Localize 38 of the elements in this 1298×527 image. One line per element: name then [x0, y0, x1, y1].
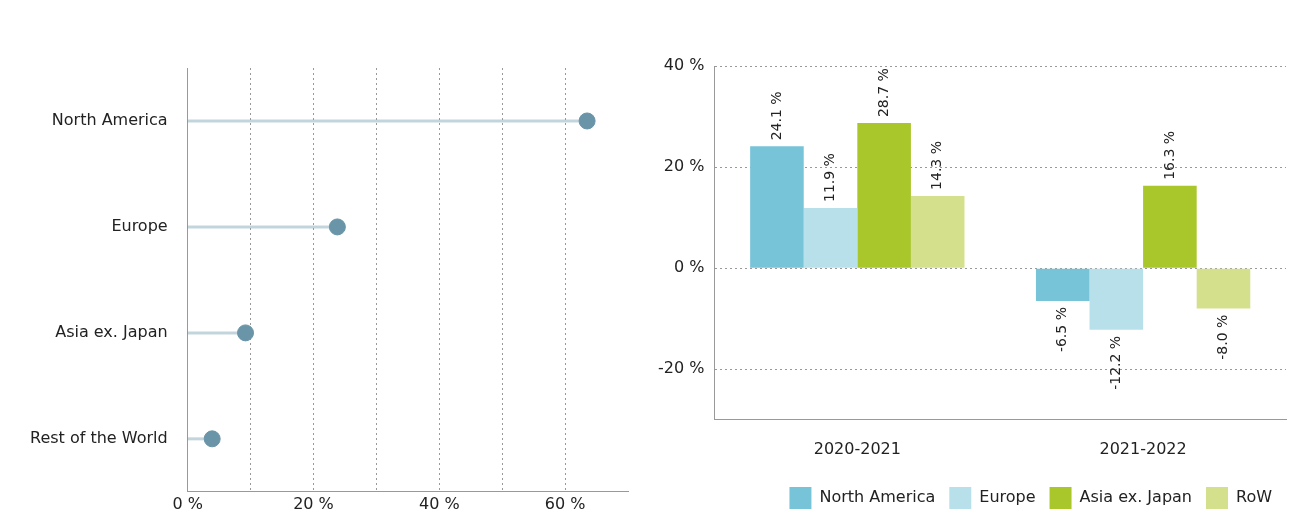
legend-label: North America: [819, 487, 936, 507]
data-label: -12.2 %: [1106, 335, 1123, 390]
bar: [1035, 268, 1090, 302]
y-tick-label: 20 %: [663, 156, 705, 176]
bar: [1089, 268, 1144, 330]
data-label: 28.7 %: [874, 68, 891, 118]
data-label: 16.3 %: [1160, 130, 1177, 180]
legend-label: Asia ex. Japan: [1079, 487, 1192, 507]
x-tick-label: 2020-2021: [813, 438, 901, 458]
bar: [1143, 185, 1197, 268]
bar: [1196, 268, 1251, 309]
point: [578, 112, 596, 130]
data-label: 11.9 %: [821, 153, 838, 203]
bar: [803, 208, 858, 268]
x-tick-label: 60 %: [544, 493, 586, 513]
point: [203, 430, 221, 448]
data-label: -8.0 %: [1214, 314, 1231, 360]
y-tick-label: North America: [51, 110, 168, 130]
x-tick-label: 40 %: [418, 493, 460, 513]
bar: [910, 195, 965, 268]
bar: [857, 123, 911, 268]
data-label: 24.1 %: [767, 91, 784, 141]
x-tick-label: 2021-2022: [1099, 438, 1187, 458]
y-tick-label: Rest of the World: [30, 427, 168, 447]
y-tick-label: Europe: [111, 216, 168, 236]
y-tick-label: Asia ex. Japan: [55, 322, 168, 342]
legend-label: RoW: [1235, 487, 1273, 507]
data-label: 14.3 %: [928, 140, 945, 190]
y-tick-label: 40 %: [663, 55, 705, 75]
point: [237, 324, 255, 342]
legend-label: Europe: [979, 487, 1036, 507]
x-tick-label: 0 %: [172, 493, 203, 513]
y-tick-label: -20 %: [658, 358, 705, 378]
data-label: -6.5 %: [1053, 307, 1070, 353]
y-tick-label: 0 %: [673, 257, 705, 277]
point: [328, 218, 346, 236]
x-tick-label: 20 %: [293, 493, 334, 513]
bar: [750, 146, 804, 268]
